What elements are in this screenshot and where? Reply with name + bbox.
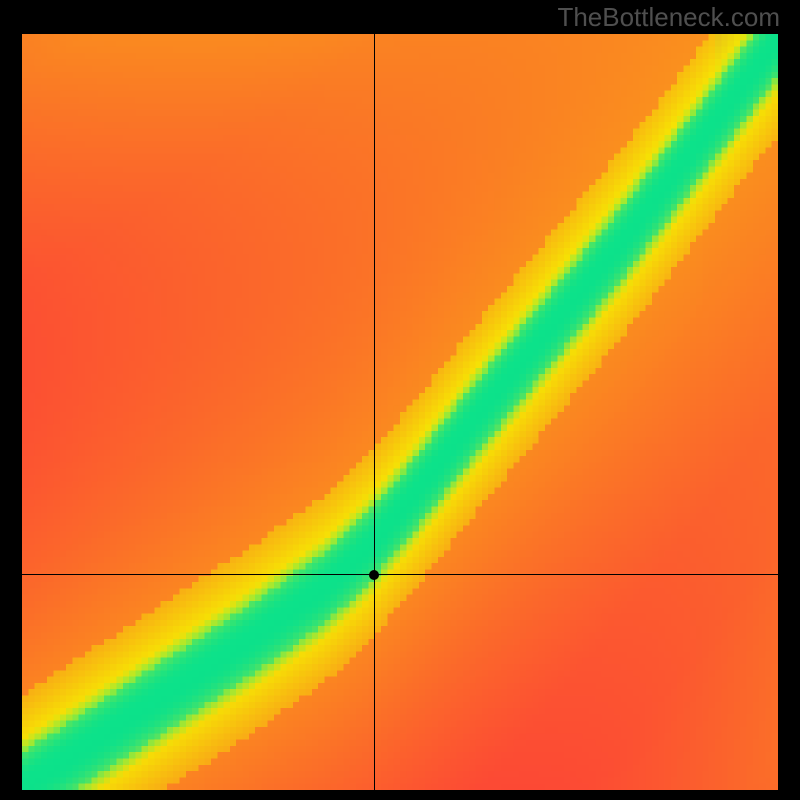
watermark-text: TheBottleneck.com [557, 2, 780, 33]
crosshair-vertical [374, 34, 375, 790]
crosshair-marker [369, 570, 379, 580]
crosshair-horizontal [22, 574, 778, 575]
bottleneck-heatmap [22, 34, 778, 790]
chart-container: TheBottleneck.com [0, 0, 800, 800]
